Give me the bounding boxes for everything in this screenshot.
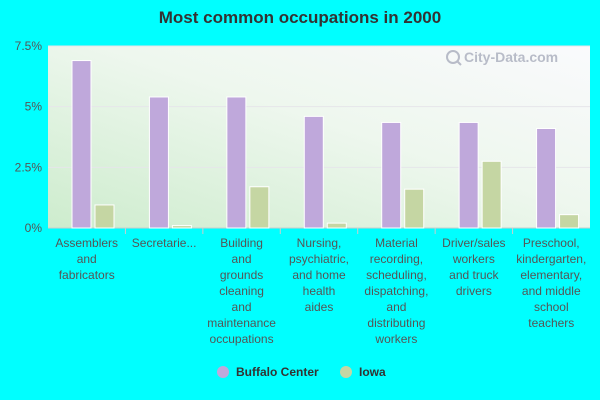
bar-iowa[interactable]	[326, 222, 347, 229]
magnifier-handle	[456, 60, 462, 66]
x-category-label-line: Nursing,	[297, 236, 342, 250]
x-category-label: Material recording, scheduling, dispatching…	[364, 236, 428, 346]
x-category-label-line: and home	[292, 268, 346, 282]
x-category-label-line: elementary,	[520, 268, 582, 282]
legend: Buffalo Center Iowa	[217, 365, 386, 379]
y-tick-label: 5%	[25, 100, 43, 114]
bar-iowa[interactable]	[171, 225, 192, 229]
y-axis-ticks: 0% 2.5% 5% 7.5%	[15, 39, 43, 235]
x-category-label: Secretarie...	[132, 236, 197, 250]
x-category-label: Preschool, kindergarten, elementary, and mi…	[516, 236, 586, 330]
x-category-label-line: school	[534, 300, 569, 314]
x-category-label: Driver/sales workers and truck drivers	[442, 236, 505, 298]
bar-buffalo-center[interactable]	[148, 96, 169, 229]
legend-swatch	[340, 366, 352, 378]
bar-iowa[interactable]	[404, 188, 425, 229]
x-category-label-line: and	[77, 252, 97, 266]
x-category-label-line: and	[232, 300, 252, 314]
x-category-label-line: workers	[374, 332, 417, 346]
x-category-label-line: Material	[375, 236, 418, 250]
x-category-label-line: workers	[452, 252, 495, 266]
x-category-label-line: occupations	[210, 332, 274, 346]
x-category-label-line: Building	[220, 236, 263, 250]
y-tick-label: 2.5%	[15, 160, 43, 174]
x-category-label-line: recording,	[370, 252, 423, 266]
x-category-label-line: cleaning	[219, 284, 264, 298]
magnifier-icon	[446, 50, 460, 64]
legend-swatch	[217, 366, 229, 378]
bar-iowa[interactable]	[559, 214, 580, 229]
x-category-label-line: kindergarten,	[516, 252, 586, 266]
x-category-label-line: grounds	[220, 268, 263, 282]
x-category-label-line: teachers	[528, 316, 574, 330]
bar-iowa[interactable]	[249, 186, 270, 229]
bar-iowa[interactable]	[481, 160, 502, 229]
x-category-label-line: and middle	[522, 284, 581, 298]
x-category-label-line: and	[232, 252, 252, 266]
x-category-label-line: drivers	[456, 284, 492, 298]
x-category-label-line: dispatching,	[364, 284, 428, 298]
x-category-label: Nursing, psychiatric, and home health aides	[289, 236, 349, 314]
x-category-label: Building and grounds cleaning and maintenance…	[207, 236, 276, 346]
x-category-label-line: Preschool,	[523, 236, 580, 250]
x-category-label-line: aides	[305, 300, 334, 314]
x-axis-labels: Assemblers and fabricators Secretarie... Bui…	[55, 228, 586, 346]
watermark: City-Data.com	[446, 49, 558, 66]
x-category-label-line: Assemblers	[55, 236, 118, 250]
bar-buffalo-center[interactable]	[71, 60, 92, 229]
x-category-label-line: maintenance	[207, 316, 276, 330]
x-category-label-line: fabricators	[59, 268, 115, 282]
x-category-label-line: psychiatric,	[289, 252, 349, 266]
chart-title: Most common occupations in 2000	[158, 8, 442, 27]
bar-buffalo-center[interactable]	[303, 115, 324, 229]
bar-iowa[interactable]	[94, 204, 115, 229]
bar-buffalo-center[interactable]	[226, 96, 247, 229]
x-category-label-line: scheduling,	[366, 268, 427, 282]
x-category-label-line: Driver/sales	[442, 236, 505, 250]
legend-label: Iowa	[359, 365, 386, 379]
x-category-label-line: health	[303, 284, 336, 298]
bar-buffalo-center[interactable]	[381, 121, 402, 229]
bar-buffalo-center[interactable]	[536, 128, 557, 229]
legend-label: Buffalo Center	[236, 365, 319, 379]
x-category-label-line: and	[386, 300, 406, 314]
x-category-label-line: and truck	[449, 268, 499, 282]
watermark-text: City-Data.com	[464, 49, 558, 65]
x-category-label-line: distributing	[367, 316, 425, 330]
y-tick-label: 0%	[25, 221, 43, 235]
y-tick-label: 7.5%	[15, 39, 43, 53]
x-category-label: Assemblers and fabricators	[55, 236, 118, 282]
bars	[71, 60, 580, 229]
bar-buffalo-center[interactable]	[458, 121, 479, 229]
x-category-label-line: Secretarie...	[132, 236, 197, 250]
